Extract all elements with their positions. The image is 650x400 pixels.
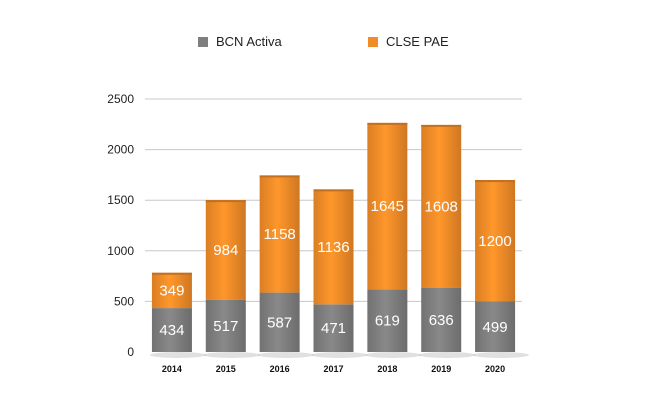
bar-value-label: 349 (159, 282, 184, 299)
bar-bcn-activa-2014 (151, 308, 192, 352)
bar-clse-pae-2017 (313, 189, 354, 305)
bar-shadow (257, 352, 314, 358)
x-tick-label: 2020 (485, 364, 505, 374)
y-tick-label: 500 (114, 294, 134, 308)
x-tick-label: 2018 (377, 364, 397, 374)
bar-value-label: 1136 (317, 239, 349, 256)
bar-top-cap (475, 180, 516, 183)
bar-clse-pae-2018 (367, 122, 408, 290)
bar-value-label: 1200 (478, 233, 511, 250)
legend-label-clse-pae: CLSE PAE (386, 34, 449, 49)
bar-bcn-activa-2016 (259, 292, 300, 352)
bar-top-cap (259, 175, 300, 178)
legend-swatch-bcn-activa (198, 36, 208, 47)
bar-bcn-activa-2020 (475, 301, 516, 352)
bar-shadow (311, 352, 368, 358)
bar-value-label: 619 (375, 313, 400, 330)
bar-value-label: 517 (213, 318, 238, 335)
bar-clse-pae-2014 (151, 272, 192, 309)
bar-value-label: 1645 (371, 198, 404, 215)
bar-value-label: 1158 (264, 226, 296, 243)
y-tick-label: 2000 (107, 143, 134, 157)
bar-bcn-activa-2015 (205, 299, 246, 352)
bar-value-label: 587 (267, 314, 292, 331)
x-tick-label: 2017 (323, 364, 343, 374)
bar-shadow (203, 352, 260, 358)
legend: BCN Activa CLSE PAE (0, 34, 650, 54)
bar-value-label: 471 (321, 320, 346, 337)
bar-top-cap (151, 272, 192, 275)
x-axis-ticks: 2014 2015 2016 2017 2018 2019 2020 (162, 364, 505, 374)
y-tick-label: 1500 (107, 193, 134, 207)
bar-clse-pae-2015 (205, 200, 246, 300)
legend-item-bcn-activa: BCN Activa (198, 34, 282, 49)
bar-shadow (419, 352, 476, 358)
bar-clse-pae-2016 (259, 175, 300, 293)
bar-value-label: 636 (429, 312, 454, 329)
bar-clse-pae-2020 (475, 180, 516, 302)
bar-shadow (473, 352, 530, 358)
bar-bcn-activa-2017 (313, 304, 354, 352)
y-tick-label: 2500 (107, 92, 134, 106)
bar-value-label: 434 (159, 322, 184, 339)
bar-top-cap (313, 189, 354, 192)
bar-top-cap (421, 124, 462, 127)
bar-bcn-activa-2019 (421, 287, 462, 352)
bar-top-cap (367, 122, 408, 125)
bar-value-label: 984 (213, 242, 238, 259)
y-tick-label: 1000 (107, 244, 134, 258)
bar-value-label: 499 (483, 319, 508, 336)
legend-label-bcn-activa: BCN Activa (216, 34, 282, 49)
legend-item-clse-pae: CLSE PAE (368, 34, 449, 49)
x-tick-label: 2016 (270, 364, 290, 374)
bar-bcn-activa-2018 (367, 289, 408, 352)
x-tick-label: 2015 (216, 364, 236, 374)
bar-shadow (365, 352, 422, 358)
bars: 434 349 517 984 587 1158 471 1136 619 1645 636 1608… (149, 122, 530, 358)
bar-clse-pae-2019 (421, 124, 462, 288)
bar-value-label: 1608 (425, 198, 458, 215)
x-tick-label: 2019 (431, 364, 451, 374)
x-tick-label: 2014 (162, 364, 182, 374)
legend-swatch-clse-pae (368, 36, 378, 47)
y-tick-label: 0 (127, 345, 134, 359)
bar-top-cap (205, 200, 246, 203)
bar-shadow (149, 352, 206, 358)
y-axis-ticks: 0 500 1000 1500 2000 2500 (107, 92, 134, 359)
